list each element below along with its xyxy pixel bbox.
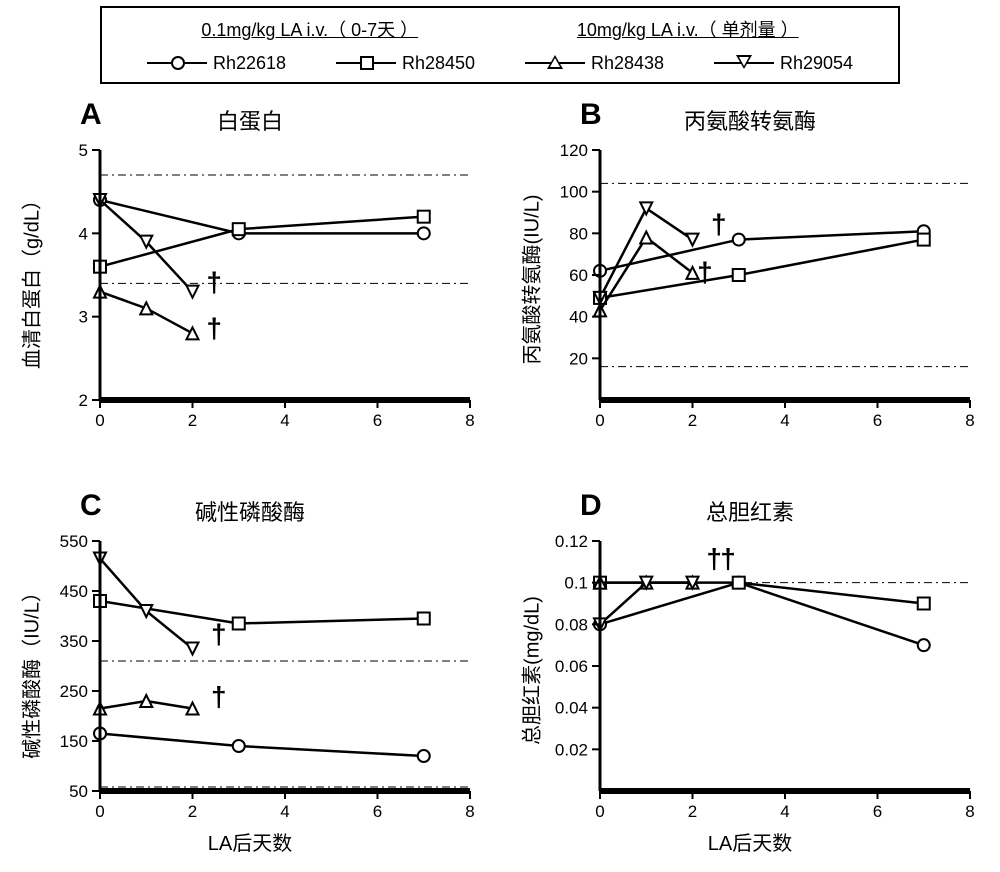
legend-group1-header: 0.1mg/kg LA i.v.（ 0-7天 ） (201, 16, 418, 42)
svg-text:2: 2 (188, 802, 197, 821)
svg-text:20: 20 (569, 349, 588, 368)
legend-label: Rh29054 (780, 53, 853, 74)
svg-text:†: † (711, 208, 727, 239)
svg-text:8: 8 (965, 411, 974, 430)
panel-title: 总胆红素 (500, 495, 1000, 527)
svg-text:†: † (211, 681, 227, 712)
legend-box: 0.1mg/kg LA i.v.（ 0-7天 ） 10mg/kg LA i.v.… (100, 6, 900, 84)
svg-text:40: 40 (569, 308, 588, 327)
svg-text:0.02: 0.02 (555, 740, 588, 759)
plot-svg: 0 2 4 6 8 20 40 60 80 100 120 † † (500, 90, 1000, 450)
svg-text:0.06: 0.06 (555, 657, 588, 676)
legend-label: Rh28450 (402, 53, 475, 74)
legend-label: Rh28438 (591, 53, 664, 74)
svg-text:2: 2 (79, 391, 88, 410)
svg-text:0.12: 0.12 (555, 532, 588, 551)
svg-text:†: † (206, 267, 222, 298)
svg-text:4: 4 (780, 802, 789, 821)
svg-text:50: 50 (69, 782, 88, 801)
legend-item-rh28438: Rh28438 (525, 53, 664, 74)
svg-text:4: 4 (280, 802, 289, 821)
x-axis-label: LA后天数 (0, 827, 500, 856)
svg-text:8: 8 (465, 411, 474, 430)
panel-a: 024682345††A白蛋白血清白蛋白（g/dL） (0, 90, 500, 481)
svg-text:4: 4 (79, 224, 88, 243)
svg-text:0.04: 0.04 (555, 699, 588, 718)
svg-text:120: 120 (560, 141, 588, 160)
svg-text:2: 2 (688, 802, 697, 821)
svg-text:150: 150 (60, 732, 88, 751)
svg-text:3: 3 (79, 308, 88, 327)
svg-text:4: 4 (280, 411, 289, 430)
svg-text:2: 2 (688, 411, 697, 430)
panel-b: 0246820406080100120††B丙氨酸转氨酶丙氨酸转氨酶(IU/L) (500, 90, 1000, 481)
svg-text:6: 6 (373, 802, 382, 821)
svg-text:0.1: 0.1 (564, 574, 588, 593)
panel-c: 0246850150250350450550††C碱性磷酸酶碱性磷酸酶（IU/L… (0, 481, 500, 872)
svg-text:†: † (211, 619, 227, 650)
svg-text:350: 350 (60, 632, 88, 651)
legend-group2-header: 10mg/kg LA i.v.（ 单剂量 ） (577, 16, 799, 42)
svg-text:8: 8 (465, 802, 474, 821)
svg-text:6: 6 (873, 411, 882, 430)
svg-text:100: 100 (560, 183, 588, 202)
svg-text:60: 60 (569, 266, 588, 285)
svg-text:†: † (720, 543, 736, 574)
svg-text:550: 550 (60, 532, 88, 551)
svg-text:5: 5 (79, 141, 88, 160)
legend-item-rh28450: Rh28450 (336, 53, 475, 74)
svg-text:0: 0 (95, 802, 104, 821)
panel-title: 碱性磷酸酶 (0, 495, 500, 527)
chart-grid: 024682345††A白蛋白血清白蛋白（g/dL） 0246820406080… (0, 90, 1000, 872)
svg-text:4: 4 (780, 411, 789, 430)
svg-text:†: † (697, 256, 713, 287)
x-axis-label: LA后天数 (500, 827, 1000, 856)
y-axis-label: 丙氨酸转氨酶(IU/L) (516, 190, 545, 370)
plot-svg: 024680.020.040.060.080.10.12†† (500, 481, 1000, 872)
panel-title: 白蛋白 (0, 104, 500, 136)
svg-text:†: † (206, 313, 222, 344)
svg-text:0: 0 (95, 411, 104, 430)
legend-items-row: Rh22618 Rh28450 Rh28438 Rh29054 (122, 46, 878, 80)
svg-text:0: 0 (595, 802, 604, 821)
svg-text:450: 450 (60, 582, 88, 601)
svg-text:80: 80 (569, 224, 588, 243)
legend-label: Rh22618 (213, 53, 286, 74)
svg-text:8: 8 (965, 802, 974, 821)
y-axis-label: 碱性磷酸酶（IU/L） (16, 581, 45, 761)
svg-text:0: 0 (595, 411, 604, 430)
plot-svg: 024682345†† (0, 90, 500, 450)
panel-title: 丙氨酸转氨酶 (500, 104, 1000, 136)
svg-text:6: 6 (373, 411, 382, 430)
svg-text:0.08: 0.08 (555, 615, 588, 634)
legend-header-row: 0.1mg/kg LA i.v.（ 0-7天 ） 10mg/kg LA i.v.… (122, 12, 878, 46)
plot-svg: 0 2 4 6 8 50 150 250 350 450 550 † † (0, 481, 500, 872)
y-axis-label: 总胆红素(mg/dL) (516, 581, 545, 761)
svg-text:6: 6 (873, 802, 882, 821)
svg-text:250: 250 (60, 682, 88, 701)
legend-item-rh29054: Rh29054 (714, 53, 853, 74)
panel-d: 024680.020.040.060.080.10.12††D总胆红素总胆红素(… (500, 481, 1000, 872)
y-axis-label: 血清白蛋白（g/dL） (16, 190, 45, 370)
svg-text:2: 2 (188, 411, 197, 430)
legend-item-rh22618: Rh22618 (147, 53, 286, 74)
